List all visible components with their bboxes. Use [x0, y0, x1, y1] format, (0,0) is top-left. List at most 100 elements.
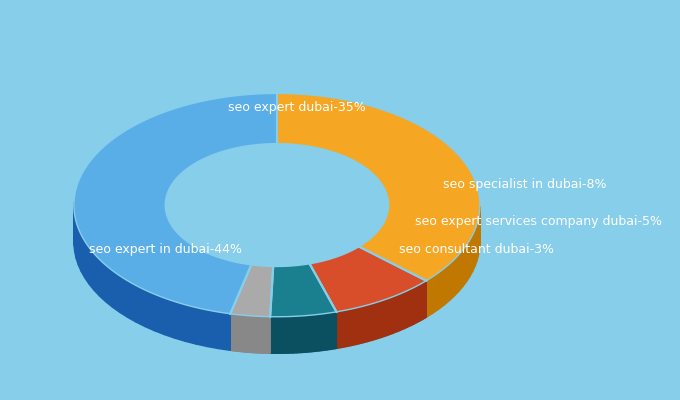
Polygon shape: [390, 297, 392, 334]
Polygon shape: [449, 259, 454, 300]
Polygon shape: [293, 266, 296, 302]
Polygon shape: [231, 265, 273, 317]
Polygon shape: [466, 240, 470, 282]
Polygon shape: [341, 311, 343, 348]
Polygon shape: [319, 314, 320, 351]
Polygon shape: [256, 316, 257, 353]
Polygon shape: [172, 226, 173, 264]
Polygon shape: [236, 314, 237, 351]
Polygon shape: [243, 264, 247, 301]
Polygon shape: [171, 224, 172, 263]
Polygon shape: [401, 293, 402, 330]
Polygon shape: [244, 315, 245, 352]
Polygon shape: [240, 263, 243, 300]
Polygon shape: [282, 266, 286, 303]
Polygon shape: [85, 241, 89, 284]
Polygon shape: [173, 228, 175, 266]
Text: seo expert dubai-35%: seo expert dubai-35%: [228, 101, 366, 114]
Polygon shape: [169, 220, 170, 259]
Polygon shape: [218, 257, 221, 295]
Polygon shape: [318, 314, 319, 351]
Polygon shape: [128, 281, 136, 322]
Polygon shape: [196, 248, 199, 286]
Polygon shape: [364, 242, 367, 280]
Polygon shape: [175, 302, 185, 341]
Polygon shape: [89, 248, 94, 290]
Polygon shape: [271, 317, 273, 353]
Polygon shape: [284, 317, 286, 353]
Polygon shape: [463, 245, 466, 286]
Polygon shape: [221, 258, 224, 296]
Polygon shape: [407, 290, 409, 327]
Polygon shape: [339, 255, 341, 293]
Polygon shape: [260, 316, 261, 353]
Polygon shape: [470, 235, 473, 277]
Polygon shape: [330, 258, 333, 296]
Polygon shape: [253, 316, 254, 352]
Polygon shape: [112, 270, 120, 312]
Polygon shape: [328, 313, 330, 350]
Polygon shape: [232, 314, 233, 351]
Polygon shape: [271, 266, 275, 303]
Polygon shape: [74, 209, 75, 252]
Polygon shape: [386, 298, 388, 336]
Polygon shape: [339, 311, 341, 348]
Polygon shape: [270, 317, 271, 353]
Polygon shape: [306, 316, 307, 352]
Polygon shape: [287, 316, 288, 353]
Polygon shape: [345, 310, 347, 347]
Polygon shape: [258, 316, 260, 353]
Polygon shape: [333, 312, 334, 349]
Polygon shape: [478, 214, 479, 256]
Polygon shape: [314, 315, 316, 352]
Polygon shape: [320, 261, 323, 298]
Polygon shape: [313, 315, 314, 352]
Polygon shape: [277, 93, 480, 281]
Polygon shape: [377, 302, 379, 339]
Polygon shape: [176, 232, 177, 270]
Polygon shape: [473, 230, 475, 272]
Polygon shape: [379, 301, 381, 338]
Polygon shape: [250, 316, 252, 352]
Polygon shape: [392, 296, 393, 334]
Polygon shape: [343, 310, 345, 347]
Polygon shape: [378, 230, 379, 268]
Polygon shape: [275, 317, 277, 353]
Polygon shape: [237, 315, 239, 351]
Polygon shape: [303, 316, 305, 352]
Polygon shape: [99, 259, 105, 302]
Polygon shape: [266, 316, 267, 353]
Polygon shape: [313, 262, 317, 300]
Polygon shape: [246, 316, 248, 352]
Polygon shape: [365, 305, 367, 342]
Polygon shape: [317, 262, 320, 299]
Polygon shape: [331, 312, 333, 349]
Polygon shape: [382, 224, 383, 263]
Polygon shape: [136, 286, 145, 326]
Polygon shape: [414, 287, 415, 324]
Polygon shape: [316, 314, 318, 351]
Polygon shape: [423, 282, 425, 319]
Polygon shape: [419, 284, 420, 322]
Polygon shape: [75, 215, 76, 258]
Polygon shape: [353, 249, 355, 287]
Polygon shape: [307, 316, 309, 352]
Polygon shape: [310, 315, 311, 352]
Polygon shape: [333, 257, 336, 295]
Polygon shape: [444, 264, 449, 305]
Polygon shape: [324, 314, 326, 350]
Polygon shape: [290, 316, 291, 353]
Polygon shape: [454, 255, 459, 296]
Polygon shape: [288, 316, 290, 353]
Polygon shape: [270, 264, 337, 317]
Polygon shape: [81, 235, 85, 278]
Polygon shape: [355, 248, 358, 286]
Polygon shape: [268, 317, 269, 353]
Polygon shape: [302, 316, 303, 352]
Polygon shape: [231, 261, 234, 298]
Polygon shape: [426, 277, 432, 317]
Polygon shape: [292, 316, 294, 353]
Polygon shape: [369, 304, 371, 341]
Polygon shape: [361, 306, 363, 343]
Polygon shape: [170, 222, 171, 261]
